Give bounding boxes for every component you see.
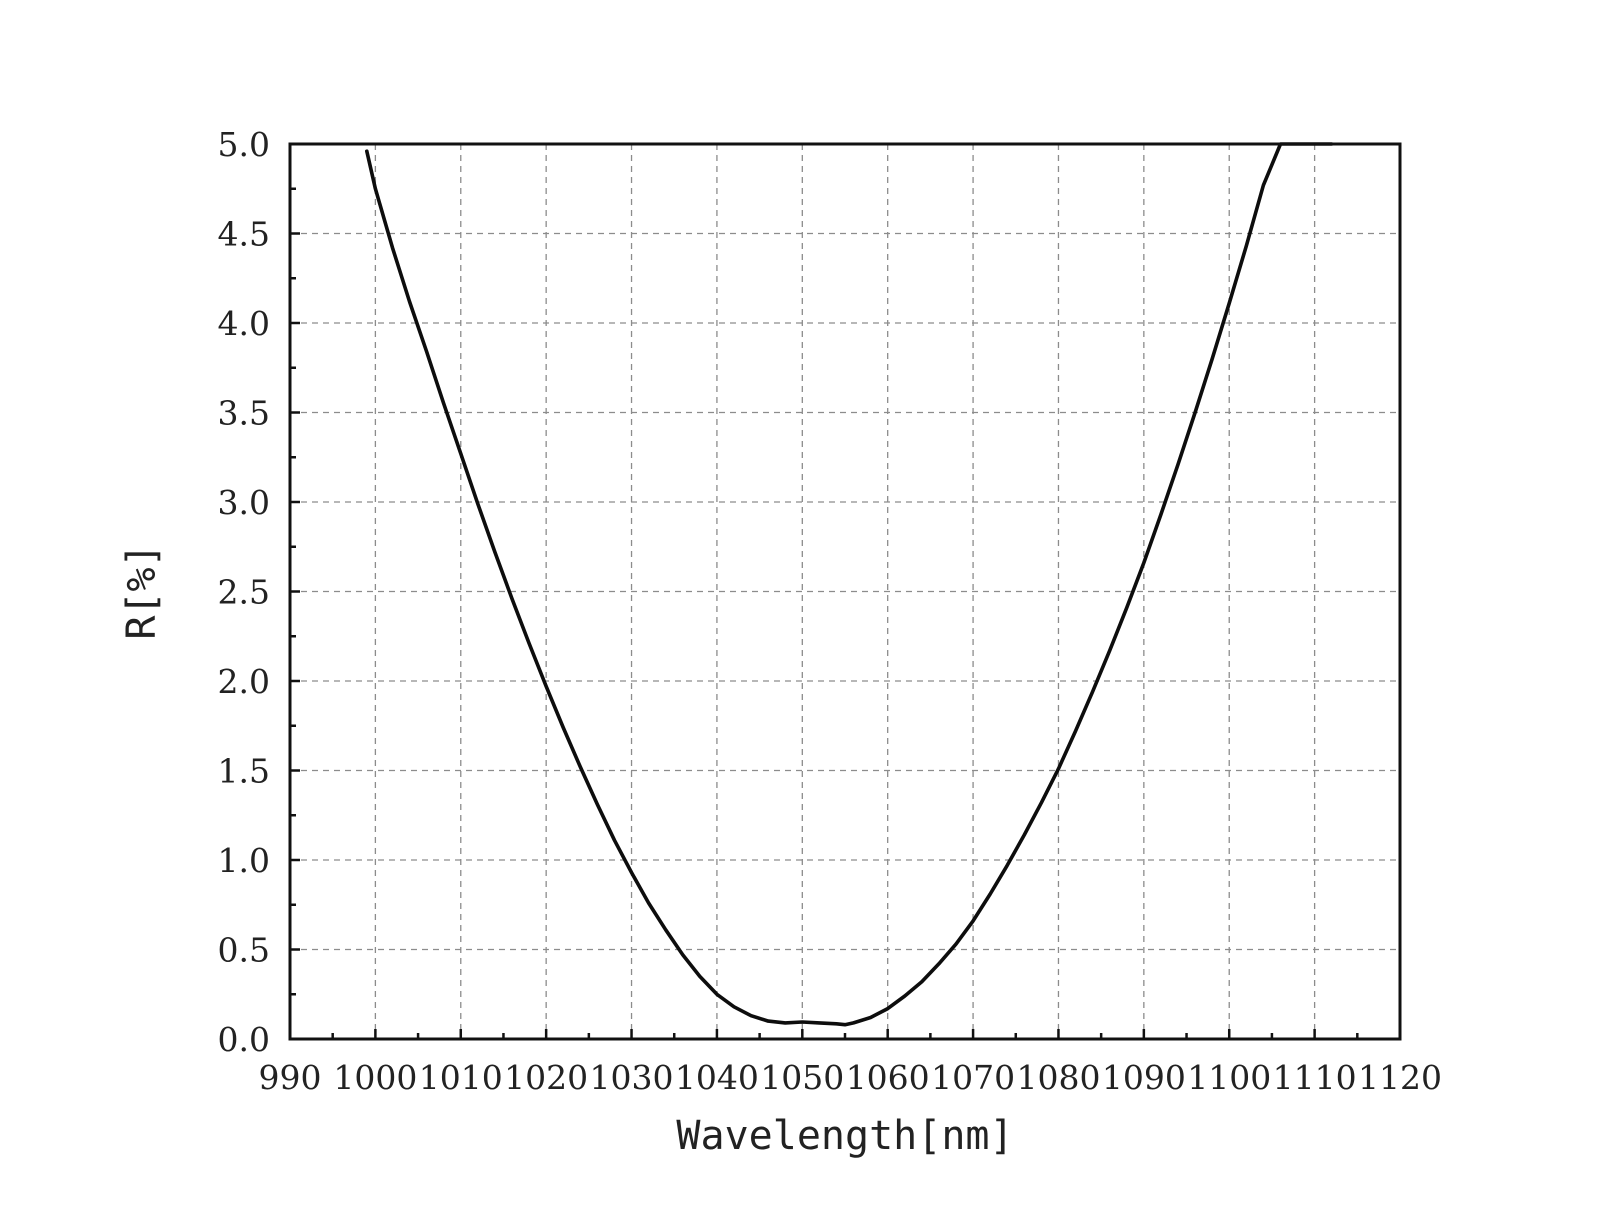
x-tick-label: 1040	[675, 1058, 759, 1097]
x-tick-label: 1120	[1358, 1058, 1442, 1097]
x-tick-label: 1090	[1102, 1058, 1186, 1097]
y-tick-label: 5.0	[218, 125, 270, 164]
reflectance-curve	[364, 142, 1334, 1027]
x-tick-label: 1050	[760, 1058, 844, 1097]
x-tick-label: 1110	[1273, 1058, 1357, 1097]
y-tick-label: 4.5	[218, 215, 270, 254]
y-tick-label: 3.0	[218, 483, 270, 522]
y-tick-label: 0.5	[218, 931, 270, 970]
x-tick-label: 1070	[931, 1058, 1015, 1097]
y-tick-label: 0.0	[218, 1020, 270, 1059]
series-layer	[364, 142, 1334, 1027]
y-tick-labels: 0.0 0.5 1.0 1.5 2.0 2.5 3.0 3.5 4.0 4.5 5.0	[218, 125, 270, 1059]
x-tick-label: 1010	[419, 1058, 503, 1097]
x-tick-label: 1080	[1016, 1058, 1100, 1097]
x-axis-title: Wavelength[nm]	[676, 1113, 1013, 1159]
x-tick-label: 1000	[333, 1058, 417, 1097]
y-tick-label: 2.5	[218, 573, 270, 612]
y-tick-label: 3.5	[218, 394, 270, 433]
x-tick-label: 1060	[846, 1058, 930, 1097]
x-tick-label: 1020	[504, 1058, 588, 1097]
y-tick-label: 4.0	[218, 304, 270, 343]
y-tick-label: 2.0	[218, 662, 270, 701]
x-tick-label: 990	[259, 1058, 322, 1097]
x-tick-label: 1030	[590, 1058, 674, 1097]
axis-ticks	[288, 142, 1402, 1041]
grid-lines	[290, 144, 1400, 1039]
x-tick-labels: 990 1000 1010 1020 1030 1040 1050 1060 1070 1080 1…	[259, 1058, 1442, 1097]
plot-frame	[288, 142, 1402, 1041]
y-axis-title: R[%]	[119, 543, 165, 639]
y-tick-label: 1.5	[218, 752, 270, 791]
x-tick-label: 1100	[1187, 1058, 1271, 1097]
y-tick-label: 1.0	[218, 841, 270, 880]
